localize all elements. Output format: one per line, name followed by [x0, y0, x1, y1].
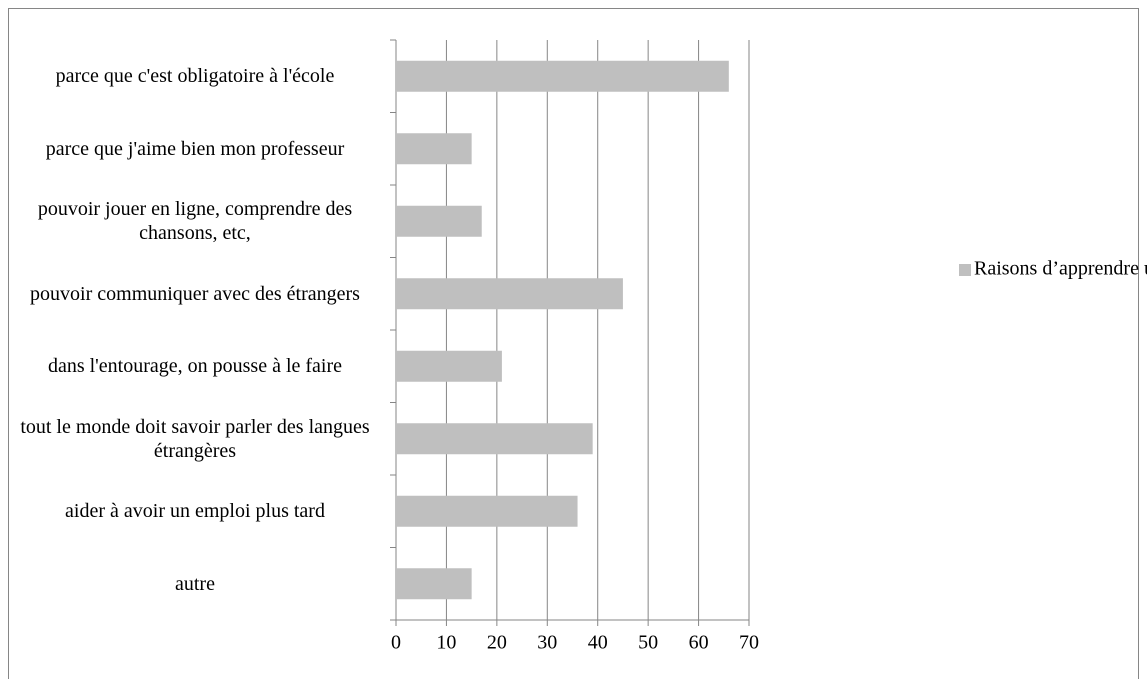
bar: [396, 278, 623, 310]
y-tick-label: pouvoir communiquer avec des étrangers: [30, 282, 360, 305]
x-tick-label: 0: [391, 632, 401, 654]
y-tick-label: dans l'entourage, on pousse à le faire: [47, 355, 343, 378]
bar: [396, 423, 593, 455]
bar: [396, 60, 729, 92]
bar: [396, 133, 472, 165]
y-tick-label: parce que j'aime bien mon professeur: [45, 137, 345, 160]
x-tick-label: 30: [537, 632, 557, 654]
legend-swatch: [959, 264, 971, 276]
x-tick-label: 20: [487, 632, 507, 654]
bar: [396, 205, 482, 237]
y-tick-label: pouvoir jouer en ligne, comprendre des c…: [37, 198, 353, 245]
y-tick-label: autre: [175, 572, 215, 595]
legend-label: Raisons d’apprendre une LE: [974, 258, 1147, 280]
bar: [396, 495, 578, 527]
x-tick-label: 50: [638, 632, 658, 654]
y-tick-label: aider à avoir un emploi plus tard: [65, 500, 325, 523]
x-tick-label: 70: [739, 632, 759, 654]
x-tick-label: 10: [436, 632, 456, 654]
chart-border: [8, 8, 1139, 679]
bar: [396, 350, 502, 382]
bar: [396, 568, 472, 600]
x-tick-label: 60: [689, 632, 709, 654]
y-tick-label: parce que c'est obligatoire à l'école: [55, 65, 335, 88]
y-tick-label: tout le monde doit savoir parler des lan…: [20, 415, 370, 462]
x-tick-label: 40: [588, 632, 608, 654]
